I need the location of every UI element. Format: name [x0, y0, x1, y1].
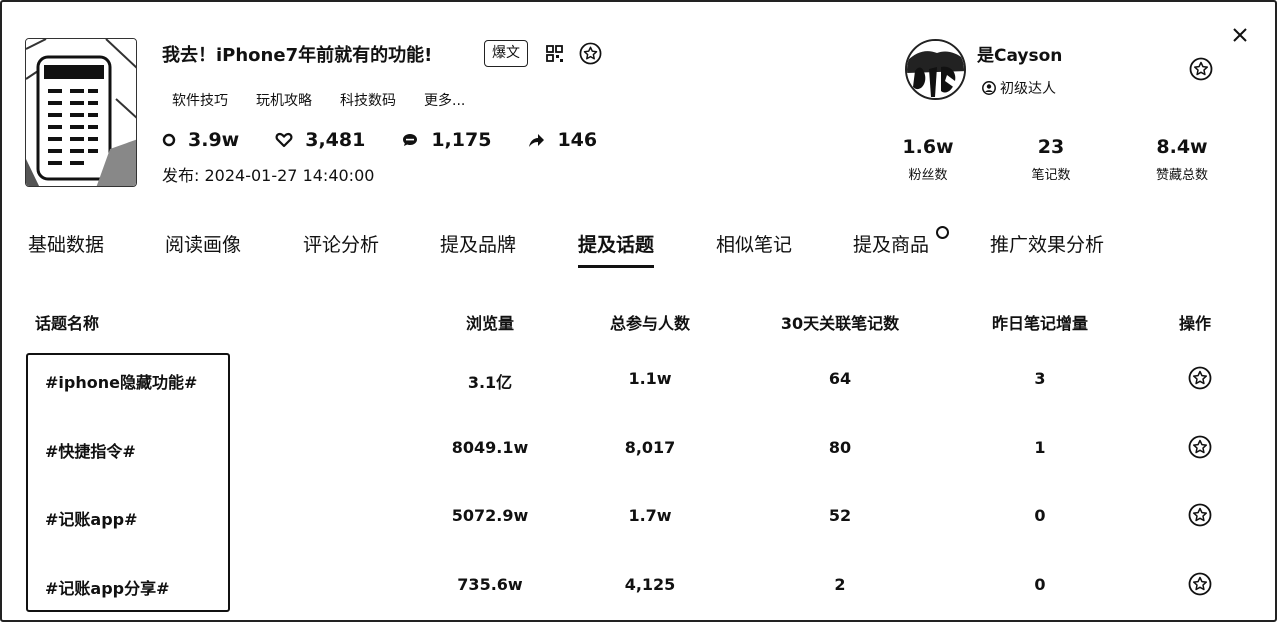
publish-time: 2024-01-27 14:40:00	[204, 166, 375, 185]
tab-mentioned-topics[interactable]: 提及话题	[578, 230, 655, 268]
row-participants: 1.7w	[628, 506, 672, 525]
avatar-image	[907, 41, 964, 98]
heart-icon	[275, 132, 293, 148]
author-level: 初级达人	[982, 78, 1056, 98]
note-title: 我去！iPhone7年前就有的功能!	[162, 45, 433, 66]
tab-similar-notes[interactable]: 相似笔记	[716, 234, 793, 256]
qr-code-icon[interactable]	[546, 45, 563, 62]
header-views: 浏览量	[465, 314, 514, 333]
row-views: 8049.1w	[451, 438, 529, 457]
tag-tech-digital[interactable]: 科技数码	[340, 93, 396, 109]
header-topic-name: 话题名称	[35, 314, 100, 333]
row-yesterday: 0	[1034, 575, 1046, 594]
tab-promotion-analysis[interactable]: 推广效果分析	[990, 234, 1105, 256]
row-star-icon[interactable]	[1188, 503, 1212, 527]
row-topic[interactable]: #iphone隐藏功能#	[45, 373, 198, 392]
topic-highlight-box	[26, 353, 230, 612]
author-avatar[interactable]	[905, 39, 966, 100]
row-views: 5072.9w	[451, 506, 529, 525]
favorite-star-icon[interactable]	[579, 42, 602, 65]
user-level-icon	[982, 81, 996, 95]
note-stats: 3.9w 3,481 1,175 146	[162, 129, 633, 151]
note-tags: 软件技巧 玩机攻略 科技数码 更多...	[172, 90, 493, 110]
row-topic[interactable]: #快捷指令#	[45, 442, 136, 461]
header-yesterday-increase: 昨日笔记增量	[991, 314, 1088, 333]
header-participants: 总参与人数	[609, 314, 690, 333]
row-topic[interactable]: #记账app#	[45, 510, 138, 529]
row-notes-30d: 52	[828, 506, 852, 525]
tag-more[interactable]: 更多...	[424, 93, 466, 109]
tab-basic-data[interactable]: 基础数据	[28, 234, 105, 256]
author-name[interactable]: 是Cayson	[977, 46, 1063, 66]
row-participants: 4,125	[624, 575, 676, 594]
row-yesterday: 3	[1034, 369, 1046, 388]
stat-comments: 1,175	[401, 129, 491, 151]
tag-software-tips[interactable]: 软件技巧	[172, 93, 228, 109]
row-notes-30d: 64	[828, 369, 852, 388]
tab-comment-analysis[interactable]: 评论分析	[303, 234, 380, 256]
tab-reader-profile[interactable]: 阅读画像	[165, 234, 242, 256]
row-views: 735.6w	[457, 575, 523, 594]
row-yesterday: 1	[1034, 438, 1046, 457]
close-icon[interactable]	[1228, 23, 1252, 47]
row-star-icon[interactable]	[1188, 366, 1212, 390]
row-views: 3.1亿	[467, 373, 513, 392]
row-participants: 1.1w	[628, 369, 672, 388]
metric-notes: 23 笔记数	[1031, 136, 1071, 183]
metric-likes-collects: 8.4w 赞藏总数	[1155, 136, 1208, 183]
viral-badge: 爆文	[484, 40, 528, 67]
stat-shares: 146	[527, 129, 597, 151]
tab-mentioned-products[interactable]: 提及商品	[853, 234, 930, 256]
tag-phone-guide[interactable]: 玩机攻略	[256, 93, 312, 109]
header-notes-30d: 30天关联笔记数	[780, 314, 900, 333]
tab-mentioned-brands[interactable]: 提及品牌	[440, 234, 517, 256]
row-topic[interactable]: #记账app分享#	[45, 579, 170, 598]
stat-views: 3.9w	[162, 129, 239, 151]
eye-icon	[162, 133, 176, 147]
row-yesterday: 0	[1034, 506, 1046, 525]
comment-icon	[403, 134, 418, 146]
new-indicator-dot	[936, 226, 949, 239]
row-star-icon[interactable]	[1188, 435, 1212, 459]
row-notes-30d: 80	[828, 438, 852, 457]
row-participants: 8,017	[624, 438, 676, 457]
thumbnail-image	[26, 39, 136, 186]
metric-followers: 1.6w 粉丝数	[902, 136, 954, 183]
follow-star-icon[interactable]	[1189, 57, 1213, 81]
publish-info: 发布: 2024-01-27 14:40:00	[162, 166, 375, 185]
tab-bar: 基础数据 阅读画像 评论分析 提及品牌 提及话题 相似笔记 提及商品 推广效果分…	[28, 230, 1258, 270]
row-notes-30d: 2	[834, 575, 846, 594]
row-star-icon[interactable]	[1188, 572, 1212, 596]
stat-likes: 3,481	[275, 129, 365, 151]
share-arrow-icon	[529, 134, 545, 147]
note-thumbnail[interactable]	[25, 38, 137, 187]
header-actions: 操作	[1178, 314, 1211, 333]
